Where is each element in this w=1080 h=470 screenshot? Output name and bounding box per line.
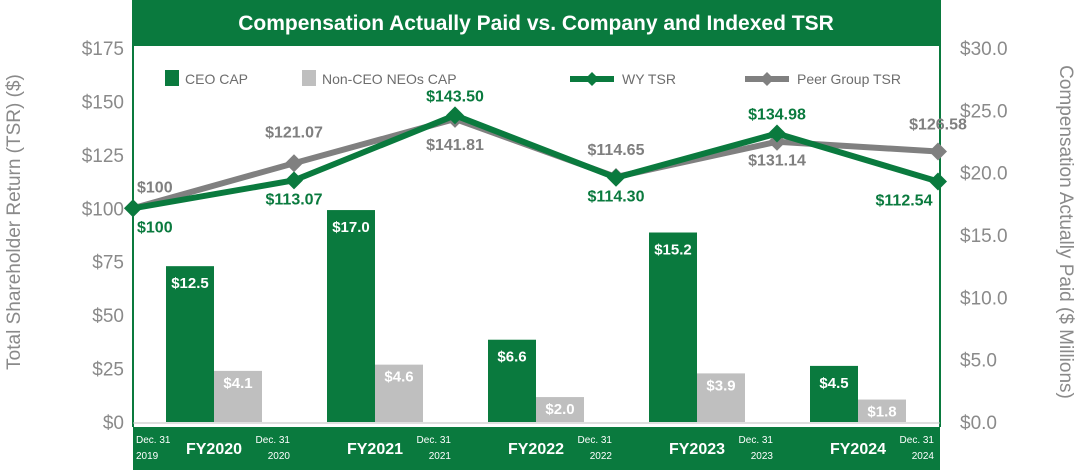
date-label-line1: Dec. 31 (739, 435, 774, 446)
y-right-tick-label: $30.0 (960, 39, 1008, 60)
non-ceo-cap-bar-label: $4.6 (384, 369, 413, 386)
y-right-tick-label: $20.0 (960, 164, 1008, 185)
fiscal-year-label: FY2024 (830, 441, 886, 458)
peer-tsr-line (132, 115, 939, 212)
non-ceo-cap-bar-label: $1.8 (867, 404, 896, 421)
legend-label: WY TSR (622, 71, 676, 87)
y-left-tick-label: $75 (92, 253, 124, 274)
legend-swatch (302, 70, 316, 86)
y-left-tick-label: $175 (82, 39, 124, 60)
date-label-line2: 2022 (590, 451, 613, 462)
bars-group: $12.5 $4.1 $17.0 $4.6 $6.6 $2.0 $15.2 $3.9 $4.5 $… (133, 210, 940, 424)
wy-tsr-line (132, 112, 939, 212)
y-right-tick-label: $25.0 (960, 101, 1008, 122)
y-left-tick-label: $25 (92, 360, 124, 381)
date-label-line1: Dec. 31 (256, 435, 291, 446)
non-ceo-cap-bar (536, 397, 584, 422)
ceo-cap-bar (327, 210, 375, 422)
y-right-tick-label: $5.0 (960, 351, 997, 372)
date-label-line2: 2019 (136, 451, 159, 462)
wy-tsr-data-label: $114.30 (588, 189, 645, 206)
wy-tsr-marker (607, 168, 625, 187)
fiscal-year-label: FY2023 (669, 441, 725, 458)
ceo-cap-bar (166, 266, 214, 422)
legend-marker (585, 72, 599, 86)
peer-tsr-data-label: $100 (137, 179, 173, 196)
y-right-tick-label: $15.0 (960, 226, 1008, 247)
y-axis-left-ticks: $0 $25 $50 $75 $100 $125 $150 $175 (82, 39, 124, 434)
non-ceo-cap-bar-label: $2.0 (545, 401, 574, 418)
x-axis-band (133, 427, 940, 470)
fiscal-year-label: FY2020 (186, 441, 242, 458)
non-ceo-cap-bar (375, 364, 423, 422)
y-left-tick-label: $150 (82, 92, 124, 113)
ceo-cap-bar (649, 232, 697, 422)
y-left-tick-label: $50 (92, 306, 124, 327)
wy-tsr-marker (768, 124, 786, 143)
non-ceo-cap-bar-label: $4.1 (223, 375, 252, 392)
peer-tsr-marker (285, 154, 303, 173)
non-ceo-cap-bar (697, 373, 745, 422)
date-label-line1: Dec. 31 (136, 435, 171, 446)
date-label-line1: Dec. 31 (578, 435, 613, 446)
date-label-line2: 2024 (912, 451, 935, 462)
peer-tsr-data-label: $131.14 (748, 153, 806, 170)
legend-label: CEO CAP (185, 71, 248, 87)
ceo-cap-bar (810, 365, 858, 422)
y-right-tick-label: $10.0 (960, 288, 1008, 309)
peer-tsr-data-label: $126.58 (909, 116, 967, 133)
ceo-cap-bar-label: $17.0 (332, 219, 370, 236)
wy-tsr-marker (446, 106, 464, 125)
wy-tsr-marker (929, 172, 947, 191)
legend-swatch (165, 70, 179, 86)
date-label-line2: 2023 (751, 451, 774, 462)
non-ceo-cap-bar-label: $3.9 (706, 377, 735, 394)
x-axis-labels: FY2020 FY2021 FY2022 FY2023 FY2024 Dec. 31 201… (136, 435, 934, 462)
y-axis-right-title: Compensation Actually Paid ($ Millions) (1055, 65, 1076, 399)
ceo-cap-bar-label: $15.2 (654, 242, 692, 259)
y-right-tick-label: $0.0 (960, 413, 997, 434)
title-banner (133, 0, 940, 46)
peer-tsr-data-label: $121.07 (265, 124, 323, 141)
ceo-cap-bar (488, 339, 536, 422)
chart-title: Compensation Actually Paid vs. Company a… (238, 12, 834, 35)
ceo-cap-bar-label: $6.6 (497, 349, 526, 366)
y-left-tick-label: $125 (82, 146, 124, 167)
ceo-cap-bar-label: $12.5 (171, 275, 209, 292)
legend-label: Non-CEO NEOs CAP (322, 71, 457, 87)
non-ceo-cap-bar (214, 370, 262, 422)
wy-tsr-data-label: $113.07 (266, 191, 323, 208)
legend: CEO CAP Non-CEO NEOs CAP WY TSR Peer Group … (165, 70, 901, 87)
wy-tsr-marker (285, 171, 303, 190)
fiscal-year-label: FY2022 (508, 441, 564, 458)
legend-label: Peer Group TSR (797, 71, 901, 87)
y-axis-right-ticks: $0.0 $5.0 $10.0 $15.0 $20.0 $25.0 $30.0 (960, 39, 1008, 434)
y-left-tick-label: $0 (103, 413, 124, 434)
peer-tsr-data-label: $114.65 (588, 142, 645, 159)
y-left-tick-label: $100 (82, 199, 124, 220)
lines-group: $100 $121.07 $141.81 $114.65 $131.14 $126.58 $… (124, 88, 967, 236)
date-label-line1: Dec. 31 (417, 435, 452, 446)
ceo-cap-bar-label: $4.5 (819, 375, 848, 392)
non-ceo-cap-bar (858, 399, 906, 422)
legend-marker (760, 72, 774, 86)
y-axis-left-title: Total Shareholder Return (TSR) ($) (4, 74, 25, 370)
date-label-line2: 2020 (268, 451, 291, 462)
wy-tsr-data-label: $100 (137, 219, 173, 236)
fiscal-year-label: FY2021 (347, 441, 403, 458)
peer-tsr-data-label: $141.81 (426, 137, 484, 154)
wy-tsr-marker (124, 199, 142, 218)
peer-tsr-marker (929, 142, 947, 161)
date-label-line1: Dec. 31 (900, 435, 935, 446)
wy-tsr-data-label: $134.98 (748, 107, 806, 124)
date-label-line2: 2021 (429, 451, 452, 462)
wy-tsr-data-label: $143.50 (426, 88, 484, 105)
wy-tsr-data-label: $112.54 (876, 192, 933, 209)
